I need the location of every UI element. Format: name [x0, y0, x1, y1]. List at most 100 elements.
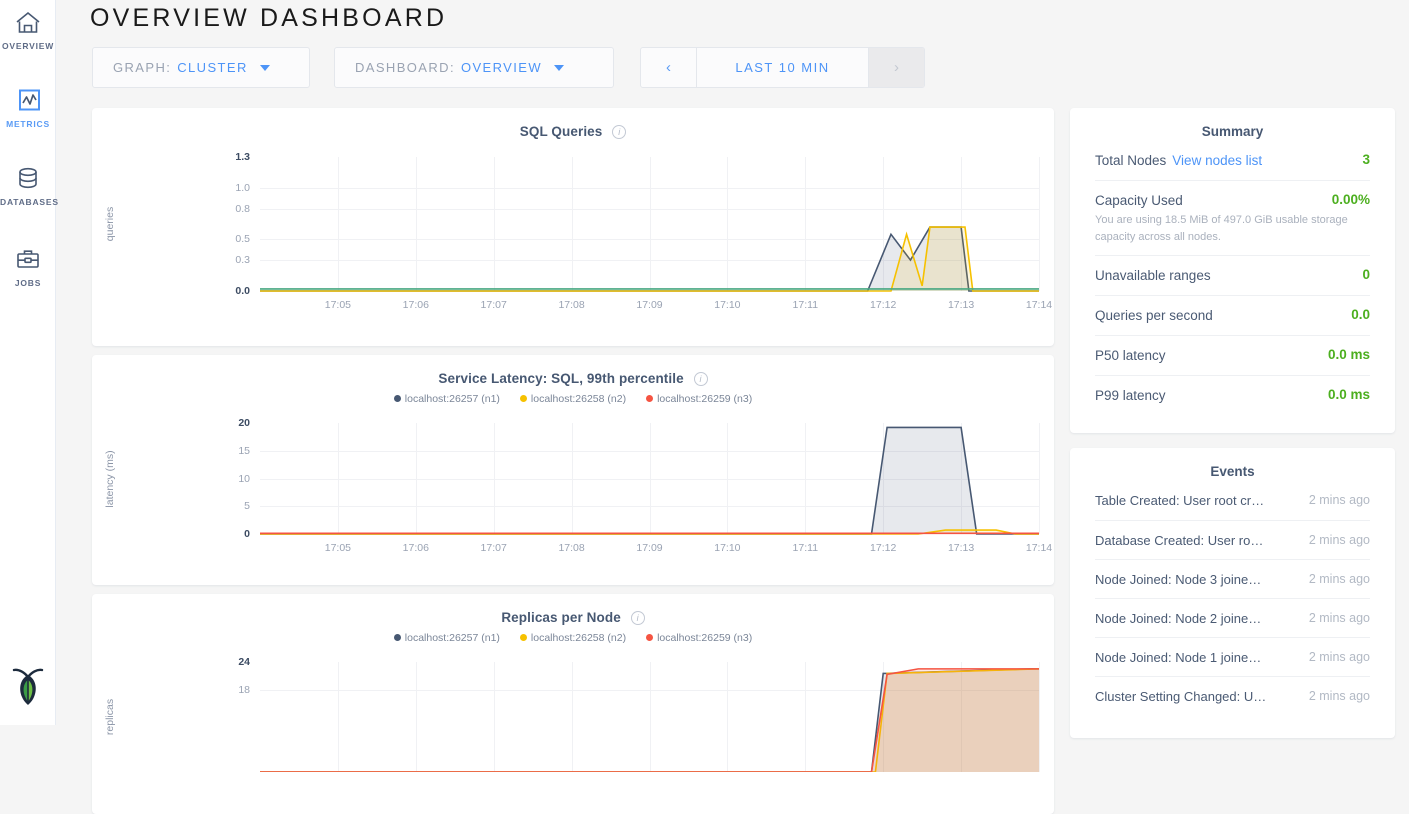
gridline: [571, 157, 573, 291]
plot-area[interactable]: queries 1.3 1.0 0.8 0.5 0.3 0.0 17:05 17:06 17:07…: [92, 139, 1054, 329]
sidebar-item-label: METRICS: [6, 119, 50, 129]
event-row[interactable]: Database Created: User ro… 2 mins ago: [1095, 520, 1370, 559]
x-axis-tick: 17:08: [558, 542, 585, 554]
sidebar-item-label: DATABASES: [0, 197, 59, 207]
summary-row-value: 0.0 ms: [1327, 387, 1370, 402]
chevron-left-icon[interactable]: ‹: [641, 48, 697, 87]
dashboard-selector[interactable]: DASHBOARD: OVERVIEW: [334, 47, 614, 88]
x-axis-tick: 17:05: [324, 542, 352, 554]
gridline: [727, 157, 729, 291]
legend-entry[interactable]: localhost:26258 (n2): [519, 632, 626, 644]
gridline: [415, 423, 417, 534]
summary-row-label: Queries per second: [1095, 308, 1213, 323]
x-axis-tick: 17:10: [714, 299, 741, 311]
summary-row: Queries per second 0.0: [1095, 295, 1370, 335]
legend-entry[interactable]: localhost:26257 (n1): [393, 632, 500, 644]
event-description: Table Created: User root cr…: [1095, 493, 1265, 508]
gridline: [961, 157, 963, 291]
gridline: [727, 423, 729, 534]
gridline: [649, 423, 651, 534]
gridline: [883, 423, 885, 534]
summary-row-value: 0.0 ms: [1327, 347, 1370, 362]
summary-row-label: Capacity Used: [1095, 193, 1183, 208]
gridline: [805, 662, 807, 772]
gridline: [883, 157, 885, 291]
y-axis-tick: 0.3: [235, 253, 250, 266]
event-row[interactable]: Node Joined: Node 2 joine… 2 mins ago: [1095, 598, 1370, 637]
info-icon[interactable]: i: [630, 611, 645, 625]
briefcase-icon: [0, 243, 56, 277]
event-row[interactable]: Node Joined: Node 3 joine… 2 mins ago: [1095, 559, 1370, 598]
y-axis-tick: 20: [238, 416, 250, 429]
info-icon[interactable]: i: [693, 372, 708, 386]
y-axis-tick: 15: [238, 444, 250, 457]
series-line: [260, 668, 1040, 772]
event-row[interactable]: Node Joined: Node 1 joine… 2 mins ago: [1095, 637, 1370, 676]
sidebar-item-overview[interactable]: OVERVIEW: [0, 6, 56, 51]
y-axis-tick: 1.0: [235, 181, 250, 194]
gridline: [571, 423, 573, 534]
dashboard-selector-value: OVERVIEW: [460, 60, 542, 75]
graph-title: Replicas per Node i: [92, 594, 1054, 625]
event-description: Node Joined: Node 3 joine…: [1095, 572, 1262, 587]
gridline: [805, 157, 807, 291]
graph-title-text: Service Latency: SQL, 99th percentile: [438, 371, 684, 386]
time-range-selector: ‹ LAST 10 MIN ›: [640, 47, 925, 88]
graph-card-replicas-per-node: Replicas per Node i localhost:26257 (n1)…: [92, 594, 1054, 814]
graph-selector[interactable]: GRAPH: CLUSTER: [92, 47, 310, 88]
legend-entry[interactable]: localhost:26259 (n3): [646, 632, 752, 644]
events-rows: Table Created: User root cr… 2 mins ago Da…: [1070, 481, 1395, 715]
chart-series-layer: [260, 668, 1040, 772]
event-row[interactable]: Cluster Setting Changed: U… 2 mins ago: [1095, 676, 1370, 715]
x-axis-tick: 17:05: [324, 299, 352, 311]
gridline: [649, 662, 651, 772]
page-title: OVERVIEW DASHBOARD: [90, 4, 448, 32]
gridline: [415, 157, 417, 291]
event-row[interactable]: Table Created: User root cr… 2 mins ago: [1095, 481, 1370, 520]
sidebar-item-label: JOBS: [14, 278, 42, 288]
gridline: [1039, 662, 1040, 772]
x-axis-tick: 17:13: [947, 542, 975, 554]
y-axis-tick: 0: [244, 527, 250, 540]
graph-title: Service Latency: SQL, 99th percentile i: [92, 355, 1054, 386]
plot-area[interactable]: latency (ms) 20 15 10 5 0 17:05 17:06 17:07 17:08…: [92, 405, 1054, 570]
x-axis-tick: 17:12: [870, 299, 897, 311]
sidebar-item-databases[interactable]: DATABASES: [0, 162, 59, 207]
legend-entry[interactable]: localhost:26257 (n1): [393, 393, 500, 405]
gridline: [649, 157, 651, 291]
series-area: [260, 227, 1039, 291]
view-nodes-list-link[interactable]: View nodes list: [1172, 153, 1263, 168]
summary-row: Capacity Used 0.00% You are using 18.5 MiB…: [1095, 180, 1370, 255]
gridline: [415, 662, 417, 772]
gridline: [493, 423, 495, 534]
chevron-down-icon: [554, 64, 564, 71]
legend-label: localhost:26257 (n1): [404, 393, 500, 405]
graph-title: SQL Queries i: [92, 108, 1054, 139]
legend-color-dot: [519, 395, 527, 402]
series-area: [260, 668, 1039, 772]
legend-label: localhost:26257 (n1): [404, 632, 500, 644]
gridline: [571, 662, 573, 772]
x-axis-tick: 17:11: [792, 299, 819, 311]
legend-entry[interactable]: localhost:26258 (n2): [519, 393, 626, 405]
summary-row: P50 latency 0.0 ms: [1095, 335, 1370, 375]
series-line: [260, 226, 1039, 292]
gridline: [961, 423, 963, 534]
time-range-current[interactable]: LAST 10 MIN: [735, 60, 830, 75]
y-axis-tick: 0.5: [235, 233, 250, 246]
sidebar-item-jobs[interactable]: JOBS: [0, 243, 56, 288]
summary-row-label: P99 latency: [1095, 388, 1166, 403]
gridline: [337, 157, 339, 291]
gridline: [961, 662, 963, 772]
chevron-right-icon[interactable]: ›: [868, 48, 924, 87]
y-axis-tick: 18: [238, 683, 250, 696]
sidebar-item-metrics[interactable]: METRICS: [0, 84, 56, 129]
gridline: [727, 662, 729, 772]
info-icon[interactable]: i: [612, 125, 627, 139]
x-axis-tick: 17:10: [714, 542, 741, 554]
legend-entry[interactable]: localhost:26259 (n3): [646, 393, 752, 405]
y-axis-tick: 0.0: [235, 284, 250, 297]
x-axis-tick: 17:09: [636, 299, 663, 311]
legend-label: localhost:26259 (n3): [657, 632, 753, 644]
plot-area[interactable]: replicas 24 18: [92, 644, 1054, 772]
